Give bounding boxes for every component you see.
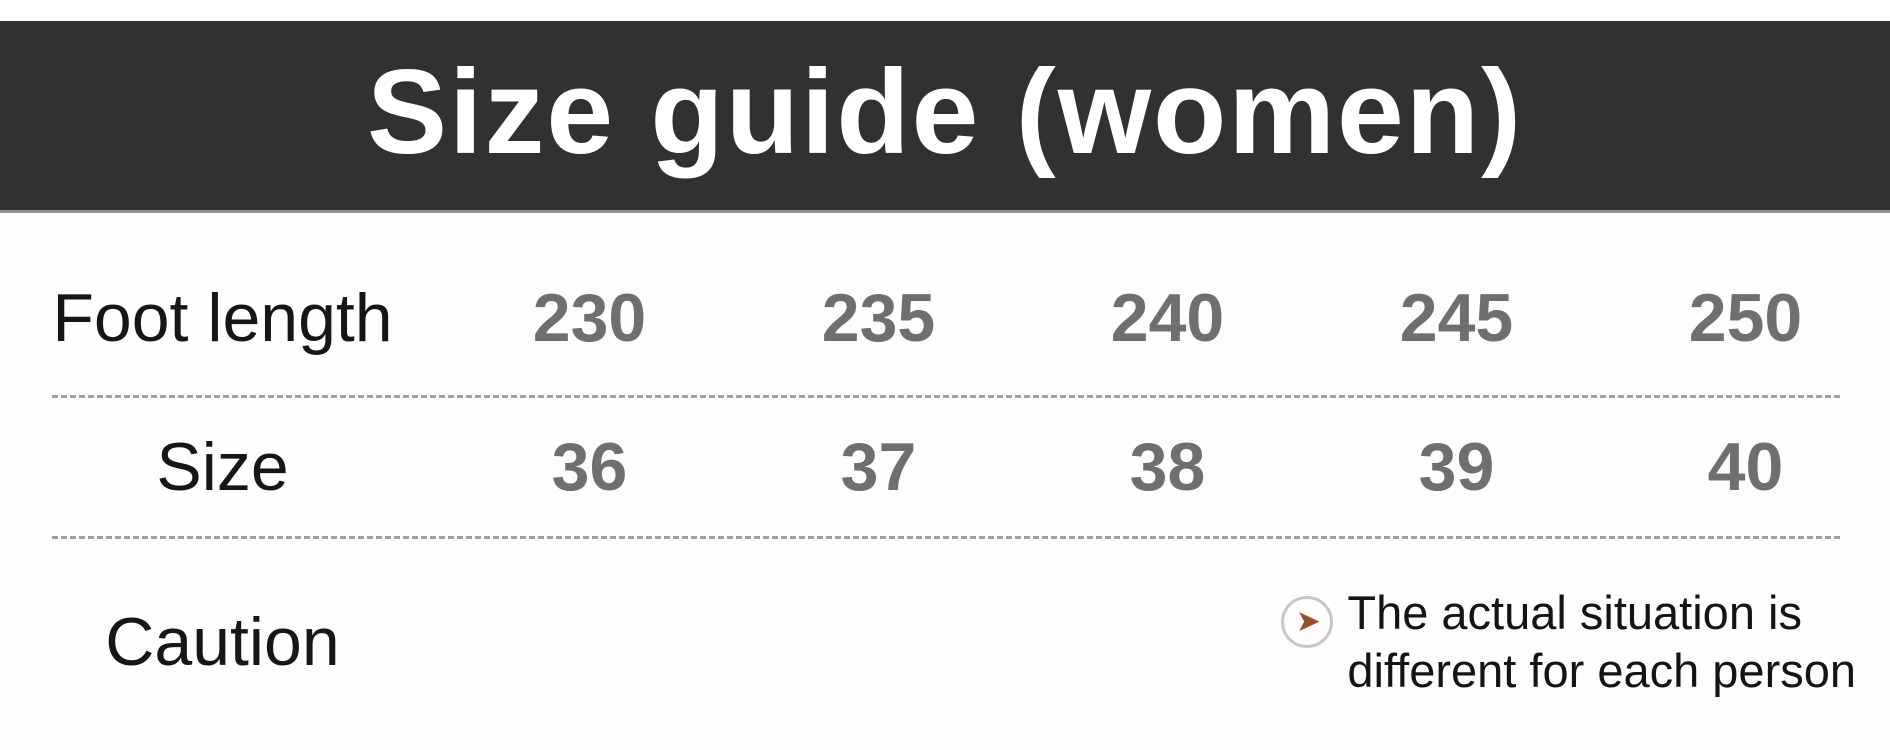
table-row-caution: Caution ➤ The actual situation is differ… xyxy=(0,539,1890,744)
size-value: 39 xyxy=(1418,429,1495,505)
caution-note: ➤ The actual situation is different for … xyxy=(1281,584,1856,699)
foot-length-value: 245 xyxy=(1399,280,1514,356)
row-label-size: Size xyxy=(0,428,445,506)
size-value: 37 xyxy=(840,429,917,505)
table-row-foot-length: Foot length 230 235 240 245 250 xyxy=(0,213,1890,395)
arrow-glyph: ➤ xyxy=(1295,604,1321,640)
dashed-separator xyxy=(52,395,1840,398)
caution-note-text: The actual situation is different for ea… xyxy=(1347,584,1856,699)
size-value: 36 xyxy=(551,429,628,505)
foot-length-value: 235 xyxy=(821,280,936,356)
row-label-caution: Caution xyxy=(105,603,340,680)
size-value: 38 xyxy=(1129,429,1206,505)
foot-length-value: 240 xyxy=(1110,280,1225,356)
page-title: Size guide (women) xyxy=(366,44,1524,179)
title-banner: Size guide (women) xyxy=(0,21,1890,213)
table-row-size: Size 36 37 38 39 40 xyxy=(0,398,1890,536)
caution-note-line-1: The actual situation is xyxy=(1347,586,1802,640)
row-label-foot-length: Foot length xyxy=(0,279,445,357)
top-white-strip xyxy=(0,0,1890,21)
dashed-separator xyxy=(52,536,1840,539)
foot-length-value: 250 xyxy=(1688,280,1803,356)
size-value: 40 xyxy=(1707,429,1784,505)
foot-length-value: 230 xyxy=(532,280,647,356)
caution-note-line-2: different for each person xyxy=(1347,643,1856,697)
arrow-right-circle-icon: ➤ xyxy=(1281,596,1334,649)
